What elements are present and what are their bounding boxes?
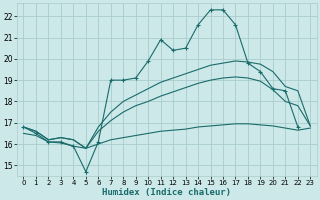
X-axis label: Humidex (Indice chaleur): Humidex (Indice chaleur) [102,188,231,197]
